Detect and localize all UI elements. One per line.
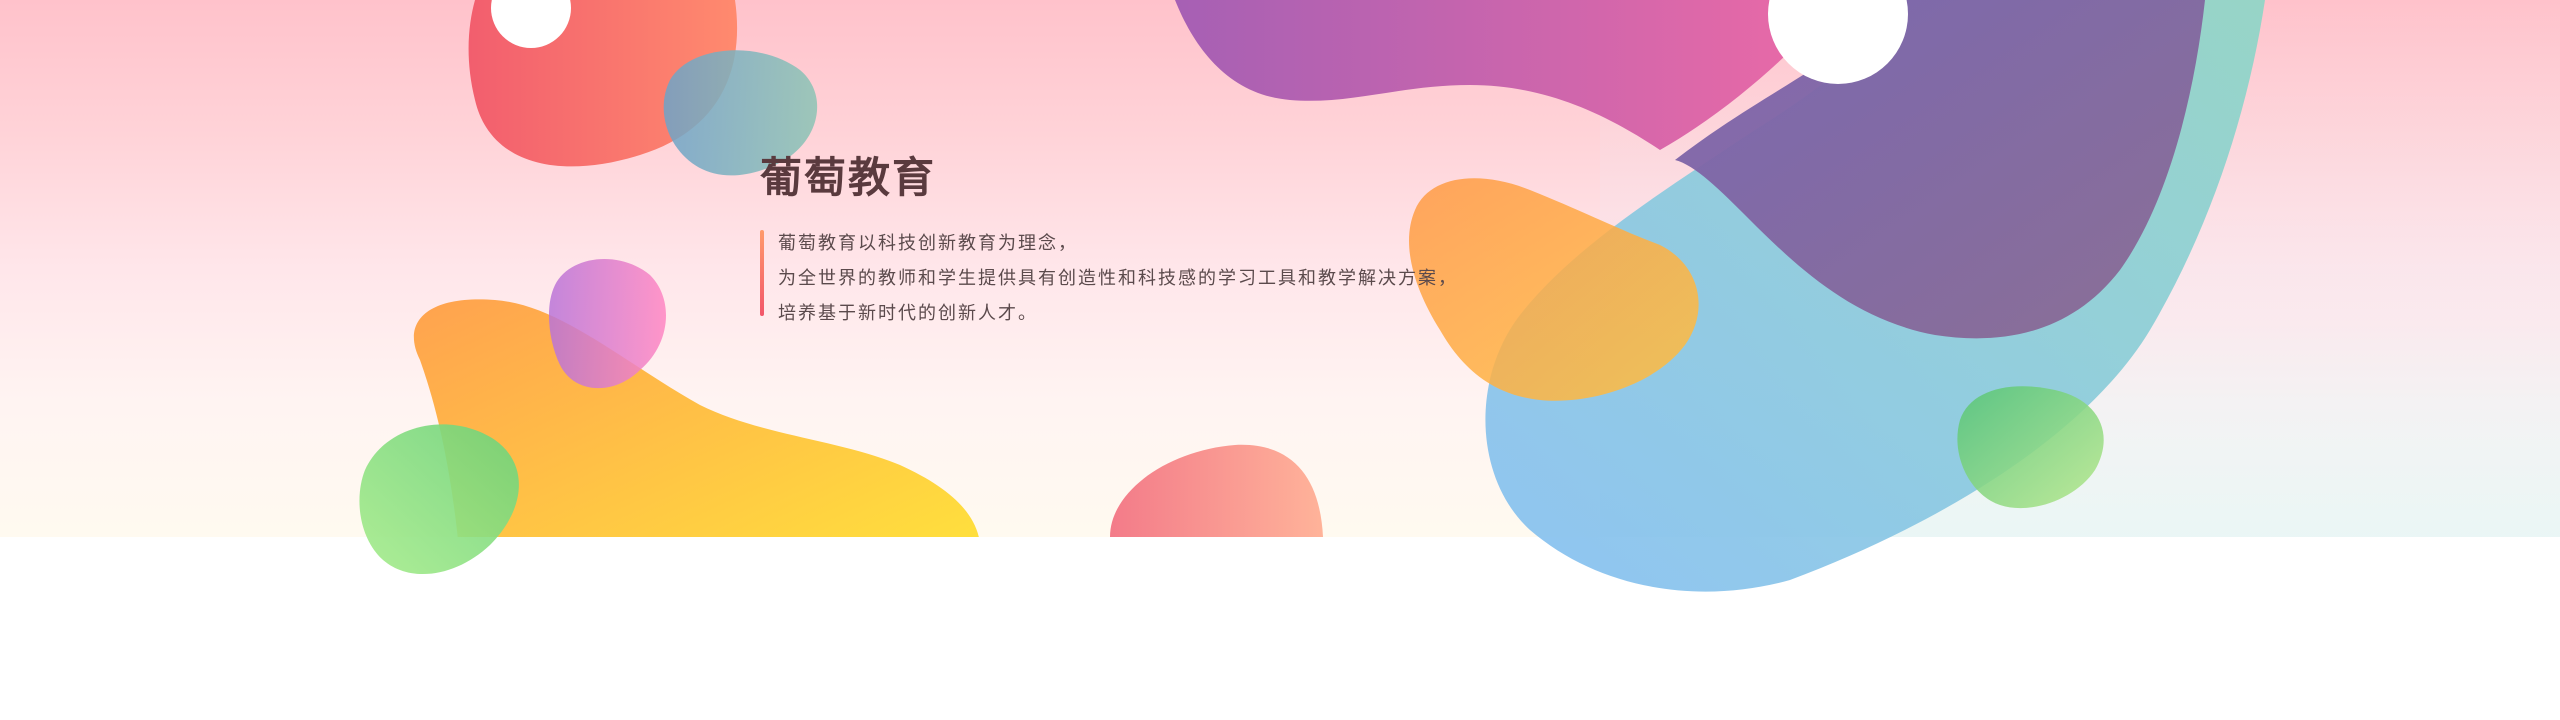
intro-text-block: 葡萄教育 葡萄教育以科技创新教育为理念， 为全世界的教师和学生提供具有创造性和科… xyxy=(760,150,1560,331)
description-line: 培养基于新时代的创新人才。 xyxy=(778,303,1038,324)
description-line: 葡萄教育以科技创新教育为理念， xyxy=(778,233,1078,254)
accent-bar xyxy=(760,230,764,316)
banner-right-tint xyxy=(1600,0,2560,537)
brand-title: 葡萄教育 xyxy=(760,153,937,202)
brand-description: 葡萄教育以科技创新教育为理念， 为全世界的教师和学生提供具有创造性和科技感的学习… xyxy=(760,226,1560,331)
description-line: 为全世界的教师和学生提供具有创造性和科技感的学习工具和教学解决方案， xyxy=(778,268,1458,289)
